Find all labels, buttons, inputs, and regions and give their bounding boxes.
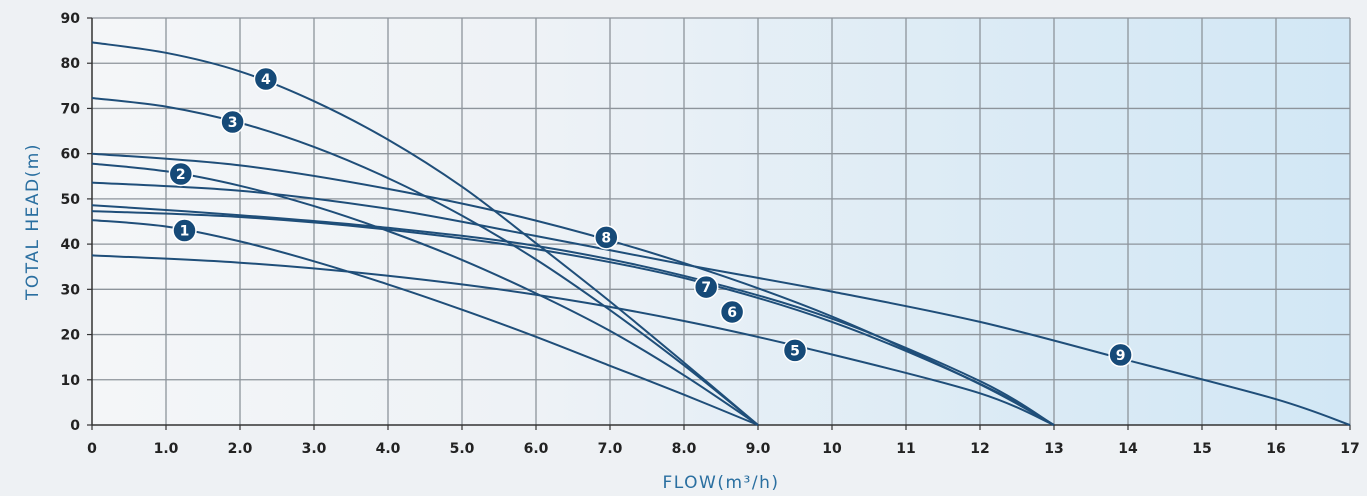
y-tick-label: 20 bbox=[61, 328, 81, 344]
x-tick-label: 16 bbox=[1266, 441, 1285, 457]
curve-label-badge bbox=[253, 66, 279, 92]
curve-label-4: 4 bbox=[253, 66, 279, 92]
curve-label-number: 6 bbox=[727, 305, 737, 321]
x-tick-labels: 0 1.0 2.0 3.0 4.0 5.0 6.0 7.0 8.0 9.0 10 11 12 13 14 15… bbox=[87, 441, 1360, 457]
curve-label-number: 3 bbox=[228, 115, 238, 131]
x-tick-label: 8.0 bbox=[672, 441, 697, 457]
curve-label-badge bbox=[693, 274, 719, 300]
x-tick-label: 6.0 bbox=[524, 441, 549, 457]
curve-label-number: 8 bbox=[601, 230, 611, 246]
curve-label-badge bbox=[168, 161, 194, 187]
curve-5 bbox=[91, 254, 1055, 426]
curve-label-number: 1 bbox=[180, 224, 190, 240]
x-axis-title: FLOW(m³/h) bbox=[663, 473, 780, 493]
x-tick-label: 7.0 bbox=[598, 441, 623, 457]
x-tick-label: 13 bbox=[1044, 441, 1063, 457]
y-tick-label: 10 bbox=[61, 373, 81, 389]
curve-label-1: 1 bbox=[172, 218, 197, 243]
curve-label-number: 7 bbox=[701, 280, 711, 296]
x-tick-label: 11 bbox=[896, 441, 915, 457]
y-tick-label: 70 bbox=[61, 101, 81, 117]
curve-label-3: 3 bbox=[220, 109, 245, 135]
curve-label-badge bbox=[172, 218, 197, 243]
curve-label-badge bbox=[782, 338, 808, 363]
curve-7 bbox=[91, 204, 1055, 426]
x-tick-label: 17 bbox=[1340, 441, 1359, 457]
x-tick-label: 1.0 bbox=[154, 441, 179, 457]
x-tick-label: 2.0 bbox=[228, 441, 253, 457]
curve-labels: 1 2 3 4 5 67 8 9 bbox=[168, 66, 1133, 368]
curve-label-badge bbox=[594, 225, 619, 250]
curve-label-badge bbox=[220, 109, 245, 135]
axes bbox=[87, 17, 1351, 430]
y-tick-label: 30 bbox=[61, 282, 81, 298]
curve-label-badge bbox=[719, 299, 745, 325]
curve-9 bbox=[91, 181, 1351, 426]
y-tick-label: 60 bbox=[61, 147, 81, 163]
curve-2 bbox=[91, 162, 759, 426]
curve-8 bbox=[91, 152, 1055, 426]
x-tick-label: 14 bbox=[1118, 441, 1138, 457]
curve-label-9: 9 bbox=[1108, 342, 1133, 368]
x-tick-label: 9.0 bbox=[746, 441, 771, 457]
curve-1 bbox=[91, 219, 759, 426]
curve-label-number: 5 bbox=[790, 343, 800, 359]
curve-label-6: 6 bbox=[719, 299, 745, 325]
curve-label-5: 5 bbox=[782, 338, 808, 363]
curve-label-number: 4 bbox=[261, 72, 271, 88]
y-tick-label: 80 bbox=[61, 56, 81, 72]
x-tick-label: 0 bbox=[87, 441, 97, 457]
y-tick-label: 90 bbox=[61, 11, 81, 27]
y-tick-label: 50 bbox=[61, 192, 81, 208]
curve-label-2: 2 bbox=[168, 161, 194, 187]
plot-area bbox=[92, 18, 1350, 425]
x-tick-label: 3.0 bbox=[302, 441, 327, 457]
curve-label-8: 8 bbox=[594, 225, 619, 250]
curve-4 bbox=[91, 41, 759, 426]
x-tick-label: 15 bbox=[1192, 441, 1211, 457]
curve-label-number: 9 bbox=[1116, 348, 1126, 364]
x-tick-label: 5.0 bbox=[450, 441, 475, 457]
x-tick-label: 4.0 bbox=[376, 441, 401, 457]
curve-label-7: 7 bbox=[693, 274, 719, 300]
curve-3 bbox=[91, 97, 759, 426]
y-tick-label: 40 bbox=[61, 237, 81, 253]
y-axis-title: TOTAL HEAD(m) bbox=[23, 143, 43, 301]
curve-label-badge bbox=[1108, 342, 1133, 368]
pump-curves bbox=[91, 41, 1351, 426]
y-tick-labels: 0 10 20 30 40 50 60 70 80 90 bbox=[61, 11, 81, 434]
x-tick-label: 10 bbox=[822, 441, 842, 457]
y-tick-label: 0 bbox=[70, 418, 80, 434]
x-tick-label: 12 bbox=[970, 441, 989, 457]
curve-label-number: 2 bbox=[176, 167, 186, 183]
